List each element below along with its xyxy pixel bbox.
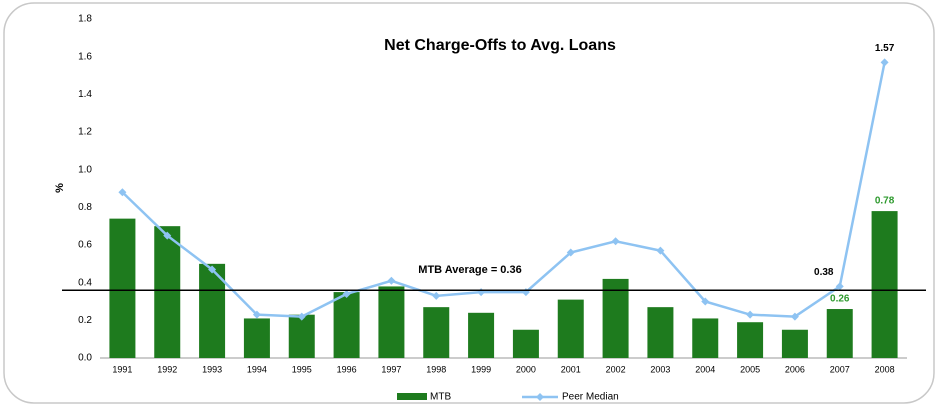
- bar: [737, 322, 764, 358]
- marker: [387, 276, 396, 285]
- legend-marker: [536, 393, 544, 401]
- marker: [611, 237, 620, 246]
- y-tick-label: 1.6: [78, 51, 92, 62]
- marker: [656, 246, 665, 255]
- marker: [790, 312, 799, 321]
- x-tick-label: 1995: [292, 364, 312, 374]
- bar: [557, 299, 584, 358]
- frame: [3, 2, 935, 404]
- x-tick-label: 2000: [516, 364, 536, 374]
- marker: [252, 310, 261, 319]
- legend-label: MTB: [430, 392, 451, 403]
- marker: [163, 231, 172, 240]
- x-tick-label: 2005: [740, 364, 760, 374]
- y-axis-label: %: [54, 183, 66, 193]
- x-tick-label: 2003: [650, 364, 670, 374]
- bar: [826, 309, 853, 358]
- legend-swatch: [397, 393, 427, 400]
- x-tick-label: 1994: [247, 364, 267, 374]
- y-tick-label: 1.4: [78, 89, 92, 100]
- bar: [647, 307, 674, 358]
- marker: [297, 312, 306, 321]
- bar: [468, 312, 495, 358]
- marker: [746, 310, 755, 319]
- legend-label: Peer Median: [562, 392, 619, 403]
- marker: [342, 289, 351, 298]
- bar: [288, 314, 315, 358]
- bar: [602, 278, 629, 358]
- marker: [432, 291, 441, 300]
- marker: [880, 58, 889, 67]
- x-tick-label: 1999: [471, 364, 491, 374]
- marker: [701, 297, 710, 306]
- y-tick-label: 0.2: [78, 315, 92, 326]
- data-label: 0.26: [830, 294, 850, 305]
- y-tick-label: 1.0: [78, 164, 92, 175]
- line: [121, 62, 886, 318]
- x-tick-label: 2004: [695, 364, 715, 374]
- x-tick-label: 1997: [381, 364, 401, 374]
- y-tick-label: 0.8: [78, 202, 92, 213]
- x-tick-label: 1998: [426, 364, 446, 374]
- bar: [109, 218, 136, 358]
- bar: [781, 329, 808, 358]
- marker: [566, 248, 575, 257]
- x-tick-label: 2006: [785, 364, 805, 374]
- marker: [118, 188, 127, 197]
- bar: [243, 318, 270, 358]
- x-tick-label: 1993: [202, 364, 222, 374]
- data-label: 0.38: [814, 267, 834, 278]
- data-label: 1.57: [875, 43, 895, 54]
- bar: [512, 329, 539, 358]
- x-tick-label: 2002: [606, 364, 626, 374]
- y-tick-label: 1.8: [78, 14, 92, 25]
- x-tick-label: 1991: [112, 364, 132, 374]
- average-label: MTB Average = 0.36: [418, 264, 521, 276]
- chart-title: Net Charge-Offs to Avg. Loans: [384, 37, 616, 54]
- x-tick-label: 2008: [875, 364, 895, 374]
- bar: [692, 318, 719, 358]
- x-tick-label: 2007: [830, 364, 850, 374]
- marker: [835, 282, 844, 291]
- y-tick-label: 0.6: [78, 240, 92, 251]
- data-label: 0.78: [875, 196, 895, 207]
- marker: [208, 265, 217, 274]
- x-tick-label: 1996: [337, 364, 357, 374]
- bar: [154, 226, 181, 358]
- x-tick-label: 1992: [157, 364, 177, 374]
- y-tick-label: 0.0: [78, 353, 92, 364]
- bar: [871, 211, 898, 358]
- y-tick-label: 1.2: [78, 127, 92, 138]
- bar: [378, 286, 405, 358]
- bar: [333, 292, 360, 358]
- y-tick-label: 0.4: [78, 277, 92, 288]
- x-tick-label: 2001: [561, 364, 581, 374]
- bar: [423, 307, 450, 358]
